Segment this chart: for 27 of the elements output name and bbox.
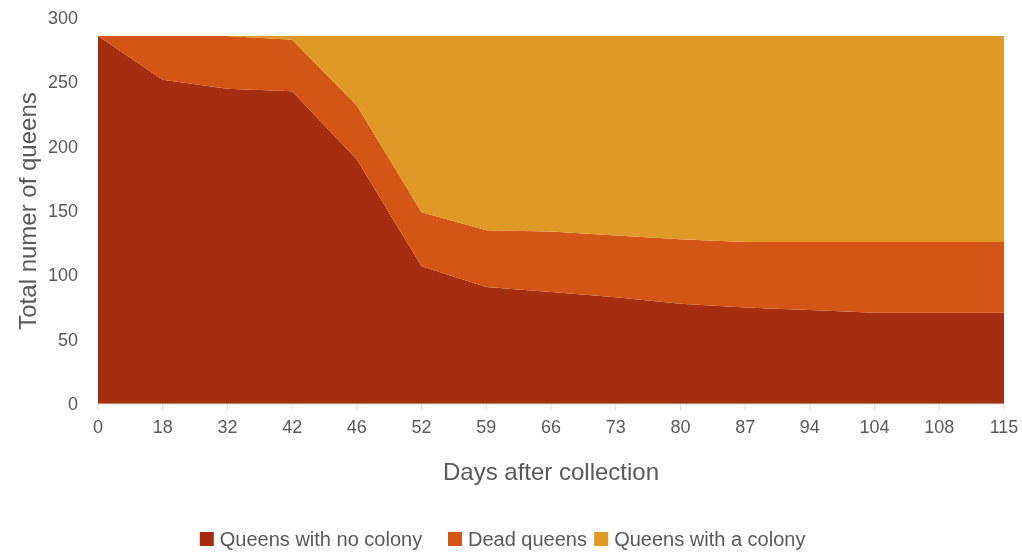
y-tick-label: 50 xyxy=(57,329,78,350)
x-tick-label: 18 xyxy=(152,417,173,437)
x-tick-label: 46 xyxy=(346,417,367,437)
x-tick-label: 80 xyxy=(670,417,691,437)
legend-label: Queens with a colony xyxy=(614,528,806,550)
y-tick-label: 200 xyxy=(47,136,78,157)
x-tick-label: 108 xyxy=(924,417,955,437)
x-tick-label: 94 xyxy=(799,417,820,437)
y-tick-label: 100 xyxy=(47,265,78,286)
x-tick-label: 73 xyxy=(605,417,626,437)
legend-label: Queens with no colony xyxy=(219,528,423,550)
x-tick-label: 59 xyxy=(476,417,497,437)
y-tick-label: 0 xyxy=(67,394,78,414)
x-tick-label: 32 xyxy=(217,417,238,437)
x-tick-label: 115 xyxy=(989,417,1019,437)
x-tick-label: 87 xyxy=(735,417,756,437)
x-tick-label: 104 xyxy=(859,417,890,437)
x-tick-label: 42 xyxy=(282,417,303,437)
x-tick-label: 66 xyxy=(540,417,562,437)
y-axis-title: Total numer of queens xyxy=(14,92,41,330)
y-tick-label: 300 xyxy=(47,8,78,28)
legend-label: Dead queens xyxy=(468,528,587,550)
y-tick-label: 250 xyxy=(47,72,78,93)
x-tick-label: 0 xyxy=(92,417,104,437)
y-tick-label: 150 xyxy=(47,201,78,221)
x-tick-label: 52 xyxy=(411,417,432,437)
x-axis-title: Days after collection xyxy=(442,458,660,485)
